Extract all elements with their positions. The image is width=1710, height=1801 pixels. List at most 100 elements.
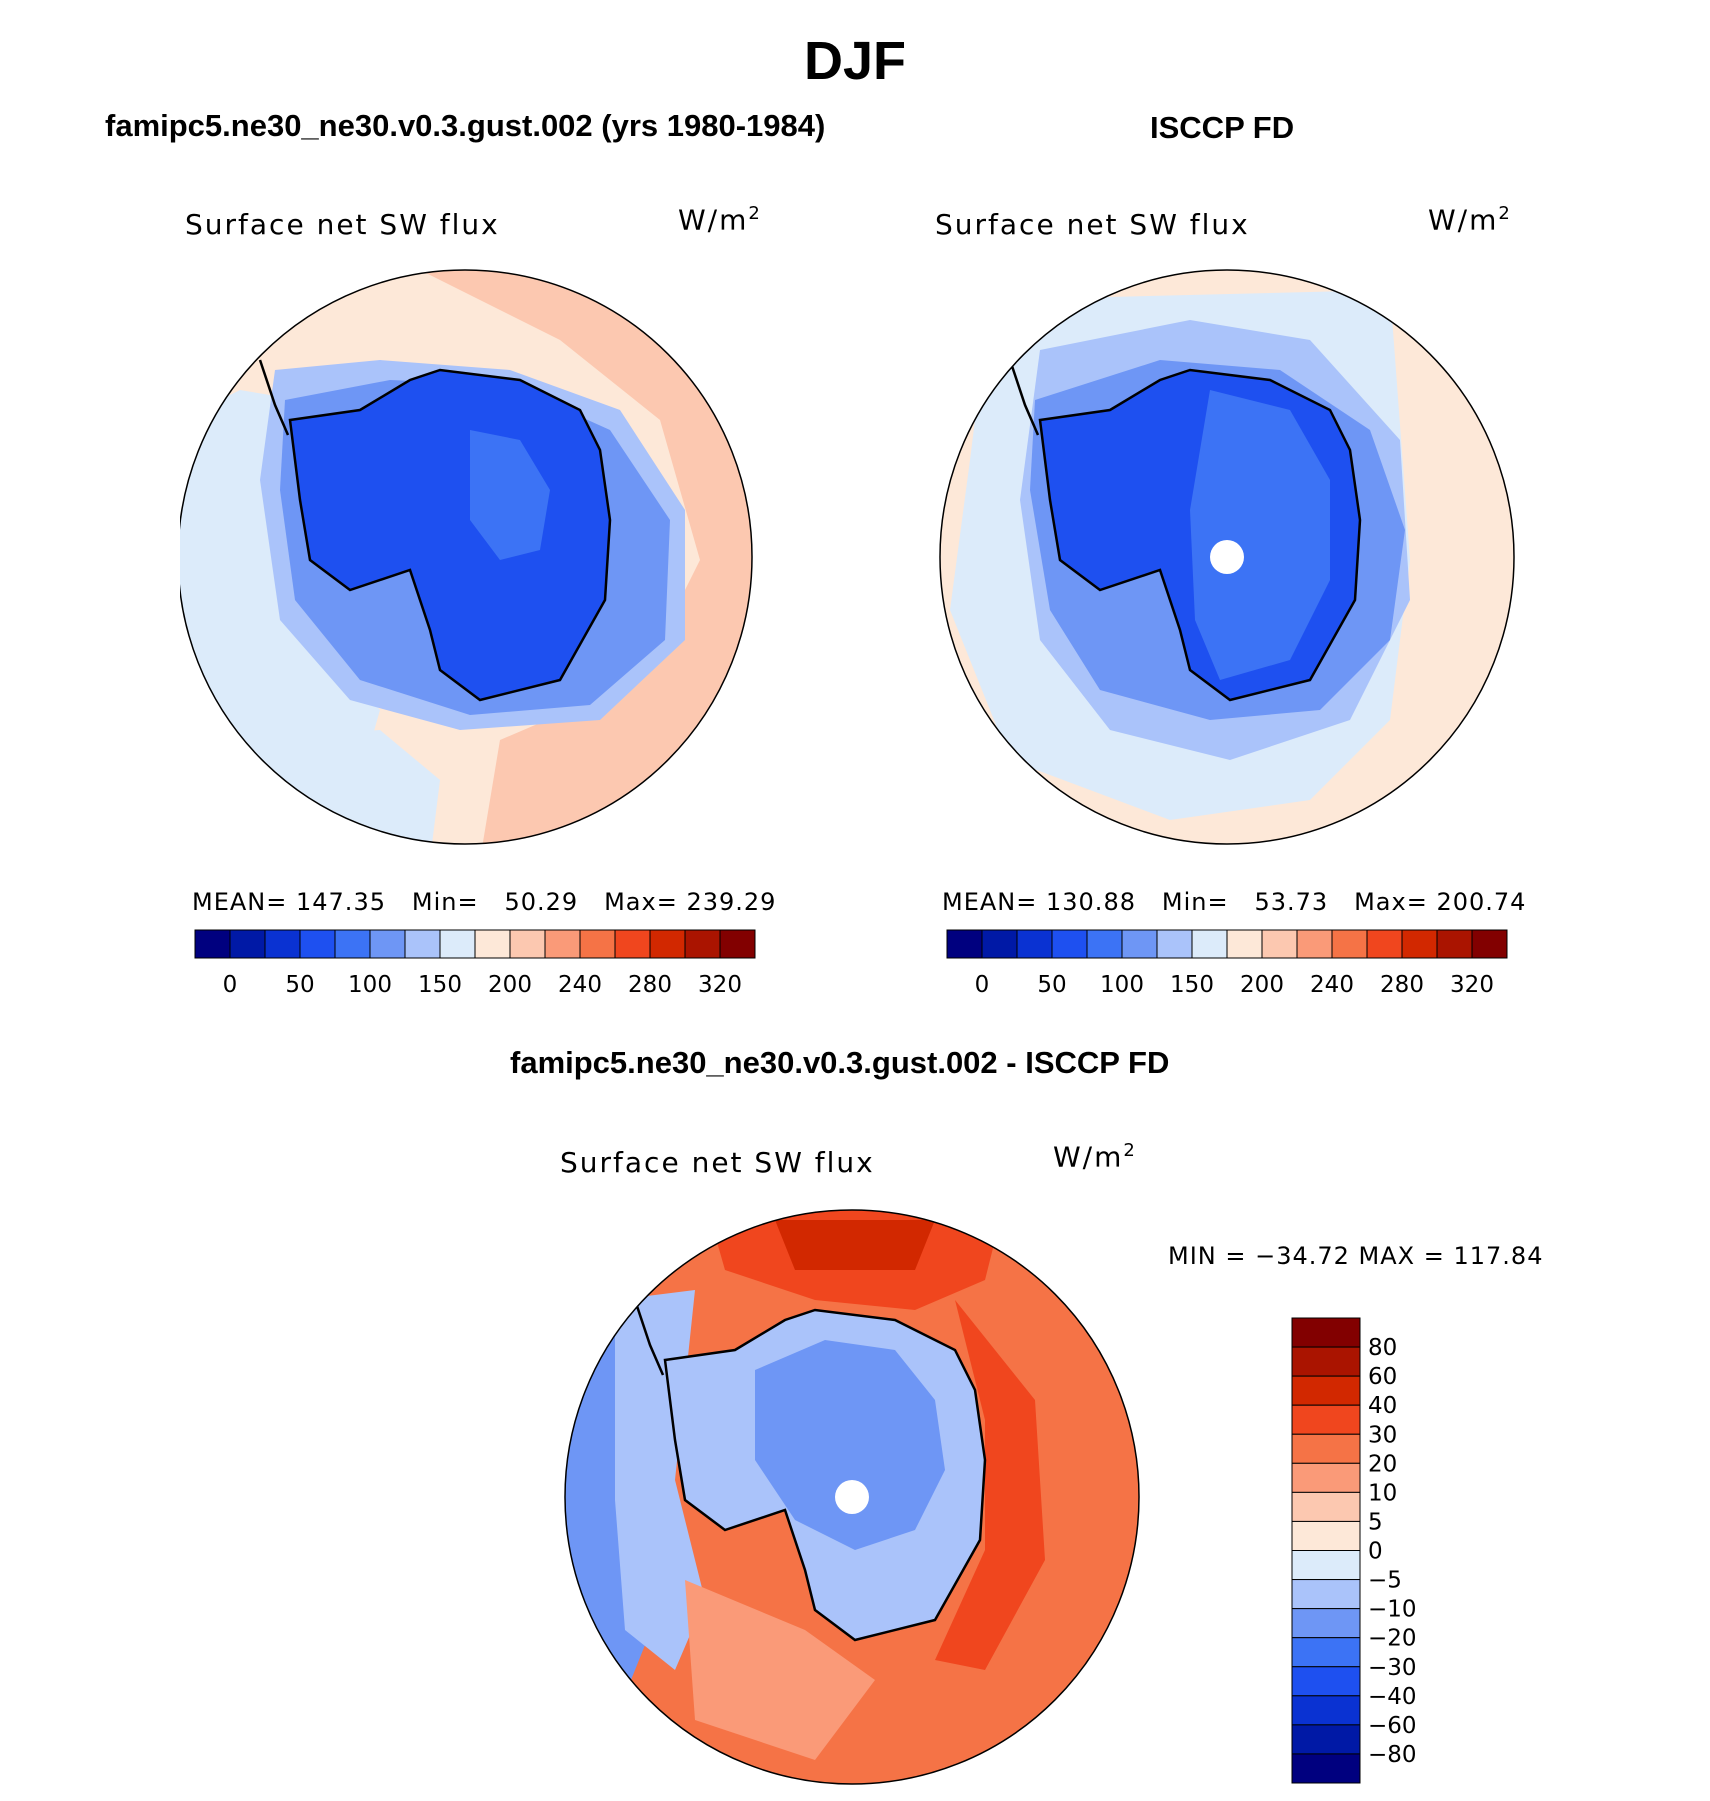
colorbar-tick-label: 30 — [1368, 1422, 1397, 1448]
page-title: DJF — [803, 31, 906, 91]
obs-stats: MEAN= 130.88 Min= 53.73 Max= 200.74 — [942, 888, 1527, 916]
colorbar-tick-label: 60 — [1368, 1364, 1397, 1390]
colorbar-tick-label: 280 — [628, 972, 672, 998]
colorbar-swatch — [1291, 1317, 1361, 1348]
colorbar-swatch — [1296, 929, 1333, 959]
colorbar-tick-label: 320 — [698, 972, 742, 998]
colorbar-tick-label: 10 — [1368, 1480, 1397, 1506]
colorbar-swatch — [1291, 1753, 1361, 1784]
colorbar-swatch — [981, 929, 1018, 959]
colorbar-swatch — [1261, 929, 1298, 959]
map-peninsula-coastline — [1008, 359, 1040, 436]
map-region-warm-north — [400, 270, 752, 844]
map-ice-inner — [470, 430, 550, 560]
obs-panel-title: ISCCP FD — [1150, 110, 1295, 145]
colorbar-swatch — [1436, 929, 1473, 959]
colorbar-swatch — [1291, 1404, 1361, 1435]
model-variable-label: Surface net SW flux — [185, 208, 500, 241]
map-peninsula-coastline — [258, 359, 290, 436]
colorbar-swatch — [1471, 929, 1508, 959]
map-coastline — [1038, 368, 1362, 702]
colorbar-tick-label: 100 — [1100, 972, 1144, 998]
colorbar-swatch — [1086, 929, 1123, 959]
map-peninsula-coastline — [633, 1299, 665, 1376]
model-colorbar: 0 50 100 150 200 240 280 320 — [194, 929, 756, 998]
colorbar-swatch — [1121, 929, 1158, 959]
colorbar-swatch — [509, 929, 546, 959]
colorbar-tick-label: −40 — [1368, 1684, 1417, 1710]
colorbar-tick-label: 5 — [1368, 1509, 1383, 1535]
colorbar-swatch — [1366, 929, 1403, 959]
colorbar-swatch — [1401, 929, 1438, 959]
colorbar-tick-label: 40 — [1368, 1393, 1397, 1419]
colorbar-swatch — [1291, 1724, 1361, 1755]
map-antarctica-mid — [755, 1340, 945, 1550]
colorbar-swatch — [579, 929, 616, 959]
colorbar-swatch — [404, 929, 441, 959]
colorbar-tick-label: 0 — [223, 972, 238, 998]
colorbar-tick-label: 0 — [1368, 1539, 1383, 1565]
colorbar-swatch — [194, 929, 231, 959]
diff-variable-label: Surface net SW flux — [560, 1146, 875, 1179]
colorbar-swatch — [1331, 929, 1368, 959]
colorbar-tick-label: 280 — [1380, 972, 1424, 998]
colorbar-tick-label: −10 — [1368, 1597, 1417, 1623]
colorbar-swatch — [439, 929, 476, 959]
colorbar-swatch — [684, 929, 721, 959]
colorbar-swatch — [474, 929, 511, 959]
map-coastline — [288, 368, 612, 702]
map-pole-missing-data — [1210, 540, 1244, 574]
colorbar-tick-label: 100 — [348, 972, 392, 998]
colorbar-swatch — [369, 929, 406, 959]
colorbar-tick-label: 240 — [558, 972, 602, 998]
colorbar-swatch — [1191, 929, 1228, 959]
colorbar-swatch — [1291, 1579, 1361, 1610]
colorbar-swatch — [334, 929, 371, 959]
colorbar-tick-label: 50 — [285, 972, 314, 998]
map-pole-missing-data — [835, 1480, 869, 1514]
map-boundary — [564, 1209, 1140, 1785]
map-antarctica-ice — [290, 370, 610, 700]
colorbar-tick-label: −5 — [1368, 1568, 1402, 1594]
colorbar-swatch — [1051, 929, 1088, 959]
colorbar-tick-label: 150 — [1170, 972, 1214, 998]
diff-panel-title: famipc5.ne30_ne30.v0.3.gust.002 - ISCCP … — [510, 1045, 1170, 1080]
colorbar-tick-label: 320 — [1450, 972, 1494, 998]
colorbar-tick-label: −60 — [1368, 1713, 1417, 1739]
colorbar-swatch — [1291, 1375, 1361, 1406]
colorbar-swatch — [1291, 1608, 1361, 1639]
colorbar-swatch — [719, 929, 756, 959]
obs-colorbar: 0 50 100 150 200 240 280 320 — [946, 929, 1508, 998]
map-region-strong-east — [935, 1300, 1045, 1670]
model-stats: MEAN= 147.35 Min= 50.29 Max= 239.29 — [192, 888, 777, 916]
colorbar-tick-label: 240 — [1310, 972, 1354, 998]
colorbar-tick-label: 20 — [1368, 1451, 1397, 1477]
colorbar-tick-label: −80 — [1368, 1742, 1417, 1768]
colorbar-tick-label: −30 — [1368, 1655, 1417, 1681]
model-units: W/m2 — [678, 203, 762, 237]
colorbar-tick-label: 80 — [1368, 1335, 1397, 1361]
diff-units: W/m2 — [1053, 1140, 1137, 1174]
colorbar-swatch — [264, 929, 301, 959]
model-polar-map — [180, 269, 753, 845]
colorbar-tick-label: 50 — [1037, 972, 1066, 998]
colorbar-swatch — [544, 929, 581, 959]
colorbar-swatch — [946, 929, 983, 959]
diff-minmax: MIN = −34.72 MAX = 117.84 — [1168, 1242, 1544, 1270]
diff-colorbar: 80 60 40 30 20 10 5 0 −5 −10 −20 −30 −40 −60 −80 — [1291, 1317, 1417, 1784]
map-coastline — [663, 1308, 987, 1642]
map-ice-inner — [1190, 390, 1330, 680]
colorbar-swatch — [1291, 1695, 1361, 1726]
colorbar-tick-label: 0 — [975, 972, 990, 998]
colorbar-tick-label: 150 — [418, 972, 462, 998]
colorbar-swatch — [1291, 1346, 1361, 1377]
colorbar-swatch — [1016, 929, 1053, 959]
colorbar-swatch — [1156, 929, 1193, 959]
colorbar-swatch — [1291, 1550, 1361, 1581]
obs-polar-map — [939, 269, 1515, 845]
map-region-strongest-north — [775, 1220, 935, 1270]
obs-units: W/m2 — [1428, 203, 1512, 237]
colorbar-swatch — [1226, 929, 1263, 959]
colorbar-swatch — [1291, 1433, 1361, 1464]
colorbar-swatch — [614, 929, 651, 959]
